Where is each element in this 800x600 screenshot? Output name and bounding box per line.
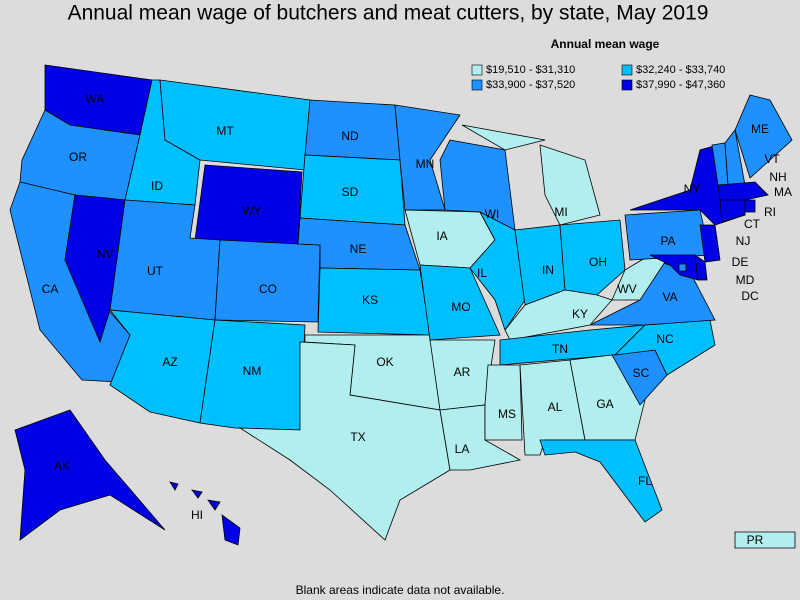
state-label: CA (42, 282, 59, 296)
state-label: ME (751, 122, 769, 136)
state-label: SC (633, 366, 650, 380)
state (191, 489, 203, 499)
state (64, 194, 126, 344)
state-label: AR (454, 365, 471, 379)
legend-label: $32,240 - $33,740 (636, 64, 725, 76)
state-label: ND (341, 129, 359, 143)
state (719, 199, 746, 223)
state-label: NY (684, 182, 701, 196)
state-label: AZ (162, 355, 177, 369)
state-label: PR (747, 533, 764, 547)
state-label: MT (216, 124, 234, 138)
state-label: MN (416, 157, 435, 171)
state (699, 224, 721, 263)
state-label: NH (769, 170, 786, 184)
state-label: MD (736, 273, 755, 287)
legend-swatch (621, 64, 633, 76)
state (649, 254, 699, 281)
state-label: KY (572, 307, 588, 321)
state-label: VT (764, 152, 780, 166)
state-label: RI (764, 205, 776, 219)
state-label: MO (451, 300, 470, 314)
state-label: MS (498, 407, 516, 421)
state (678, 263, 687, 272)
state-label: CO (259, 282, 277, 296)
state-label: IN (542, 263, 554, 277)
state (221, 514, 241, 546)
legend-swatch (471, 79, 483, 91)
state-label: OK (376, 355, 393, 369)
state (539, 144, 601, 226)
state (419, 264, 501, 341)
state-label: NE (350, 242, 367, 256)
state-label: NV (97, 247, 114, 261)
state-label: IA (436, 229, 447, 243)
state-label: NJ (736, 234, 751, 248)
state-label: SD (342, 185, 359, 199)
state (484, 364, 523, 441)
state-label: KS (362, 293, 378, 307)
state-label: HI (191, 508, 203, 522)
state-label: TX (350, 430, 365, 444)
state (559, 219, 626, 296)
state (207, 499, 221, 511)
legend-label: $33,900 - $37,520 (486, 79, 575, 91)
state-label: AK (54, 459, 70, 473)
state-label: OH (589, 255, 607, 269)
state-label: LA (455, 442, 470, 456)
map-title: Annual mean wage of butchers and meat cu… (68, 2, 709, 25)
state-label: DE (732, 255, 749, 269)
state (734, 531, 796, 549)
state-label: TN (552, 342, 568, 356)
state-label: VA (662, 290, 677, 304)
state-label: NM (243, 364, 262, 378)
state-label: NC (656, 332, 674, 346)
state (14, 409, 166, 541)
state (159, 79, 311, 171)
state-label: DC (741, 289, 759, 303)
state-label: MI (554, 205, 567, 219)
state (744, 199, 756, 213)
state-label: AL (548, 400, 563, 414)
state-label: GA (596, 397, 613, 411)
state-label: WV (617, 282, 636, 296)
state-label: ID (151, 179, 163, 193)
state-label: PA (660, 234, 675, 248)
state-label: CT (744, 217, 761, 231)
state (734, 94, 793, 179)
state (214, 239, 321, 323)
state-label: WI (485, 207, 500, 221)
state-label: MA (774, 185, 792, 199)
legend-title: Annual mean wage (551, 37, 660, 51)
state (461, 124, 546, 151)
legend-swatch (621, 79, 633, 91)
state-label: UT (147, 264, 164, 278)
state-label: WY (242, 204, 261, 218)
state (539, 439, 663, 523)
state (238, 341, 451, 541)
legend-label: $37,990 - $47,360 (636, 79, 725, 91)
state-label: IL (477, 266, 487, 280)
legend-label: $19,510 - $31,310 (486, 64, 575, 76)
legend-swatch (471, 64, 483, 76)
state-label: FL (638, 474, 652, 488)
state-label: WA (86, 92, 105, 106)
state (717, 181, 769, 201)
state (169, 481, 179, 491)
state-label: OR (69, 150, 87, 164)
note: Blank areas indicate data not available. (296, 583, 505, 597)
